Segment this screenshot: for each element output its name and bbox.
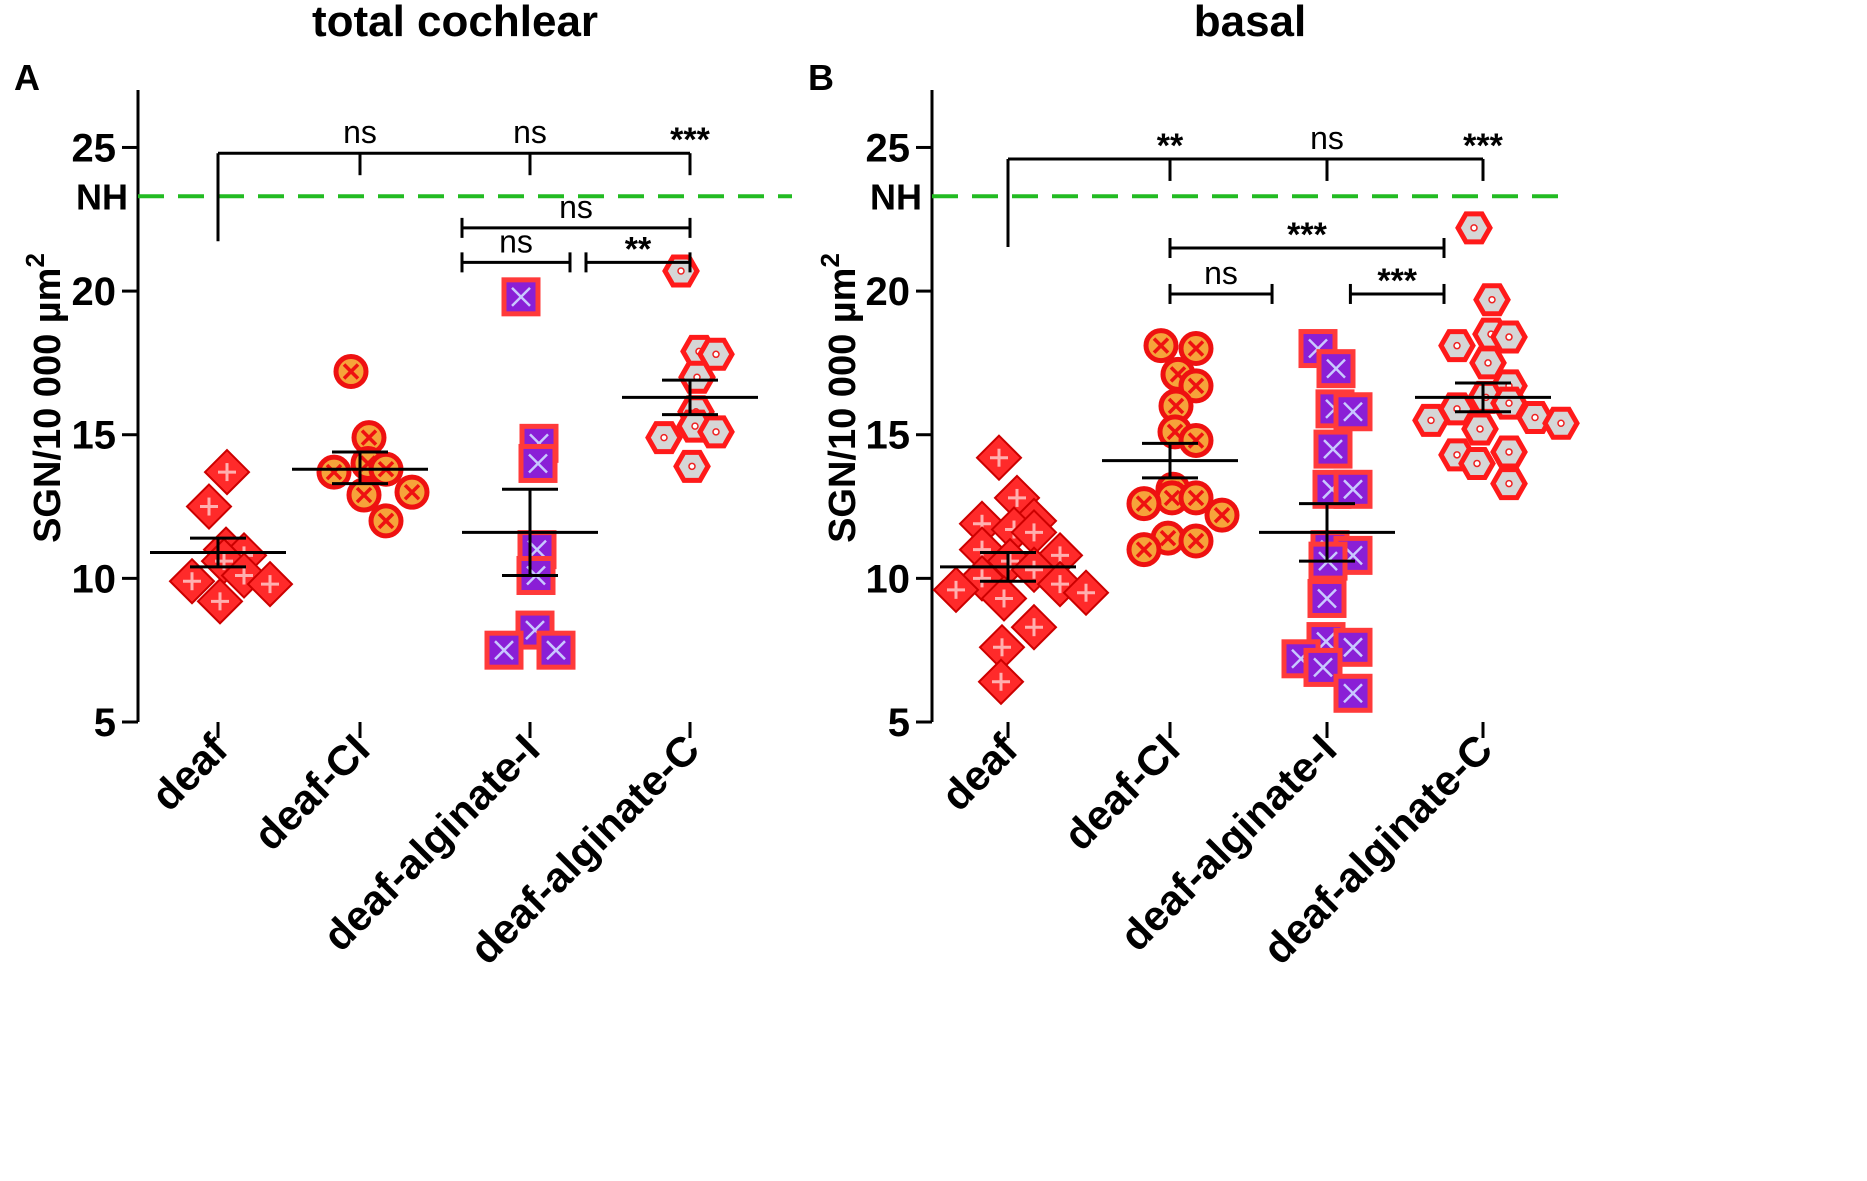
y-tick-label: 25 [866, 126, 911, 170]
data-point [700, 418, 732, 446]
reference-line-label: NH [76, 176, 128, 217]
chart-title: total cochlear [312, 0, 598, 46]
x-tick-label: deaf [142, 724, 237, 819]
data-point [504, 280, 538, 314]
data-point [1545, 409, 1577, 437]
data-point [975, 434, 1023, 482]
significance-label: *** [1463, 127, 1503, 165]
data-point [1146, 331, 1176, 361]
y-tick-label: 5 [94, 701, 116, 745]
significance-label: ns [499, 223, 533, 259]
data-point [1181, 425, 1211, 455]
data-point [1458, 214, 1490, 242]
data-point [1319, 352, 1353, 386]
data-point [397, 477, 427, 507]
data-point [1129, 535, 1159, 565]
y-tick-label: 25 [72, 126, 117, 170]
significance-label: ns [559, 189, 593, 225]
significance-label: *** [670, 121, 710, 159]
data-point [1336, 395, 1370, 429]
data-point [539, 633, 573, 667]
y-axis-label: SGN/10 000 µm2 [815, 253, 864, 543]
panel-label: A [14, 57, 40, 98]
data-point [977, 658, 1025, 706]
significance-label: ns [513, 114, 547, 150]
significance-label: *** [1287, 216, 1327, 254]
data-point [371, 506, 401, 536]
y-tick-label: 20 [866, 270, 911, 314]
data-point [1493, 470, 1525, 498]
chart-title: basal [1194, 0, 1307, 46]
y-tick-label: 15 [866, 414, 911, 458]
data-point [1129, 489, 1159, 519]
data-point [1415, 406, 1447, 434]
data-point [336, 357, 366, 387]
data-point [1336, 472, 1370, 506]
panel-label: B [808, 57, 834, 98]
data-point [1493, 323, 1525, 351]
data-point [1336, 676, 1370, 710]
significance-label: ns [1204, 255, 1238, 291]
significance-label: ns [1310, 120, 1344, 156]
data-point [1461, 449, 1493, 477]
data-point [676, 452, 708, 480]
panel-b: basal B SGN/10 000 µm2 5 10 15 20 25 NH deaf de… [808, 0, 1577, 973]
data-point [1441, 332, 1473, 360]
data-point [681, 363, 713, 391]
data-point [521, 446, 555, 480]
y-tick-label: 20 [72, 270, 117, 314]
y-tick-label: 10 [72, 557, 117, 601]
data-point [1181, 526, 1211, 556]
x-tick-label: deaf [932, 724, 1027, 819]
reference-line-label: NH [870, 176, 922, 217]
significance-label: ** [625, 230, 652, 268]
y-tick-label: 5 [888, 701, 910, 745]
data-point [648, 424, 680, 452]
data-point [1316, 432, 1350, 466]
data-point [1476, 286, 1508, 314]
data-point [1464, 415, 1496, 443]
data-point [487, 633, 521, 667]
x-tick-label: deaf-CI [1054, 725, 1188, 859]
significance-label: ** [1157, 127, 1184, 165]
data-point [1493, 438, 1525, 466]
x-tick-label: deaf-CI [244, 725, 378, 859]
y-tick-label: 10 [866, 557, 911, 601]
panel-a: total cochlear A SGN/10 000 µm2 5 10 15 20 2… [14, 0, 792, 973]
significance-label: *** [1377, 262, 1417, 300]
y-tick-label: 15 [72, 414, 117, 458]
data-point [1310, 581, 1344, 615]
data-point [1207, 500, 1237, 530]
y-axis-label: SGN/10 000 µm2 [20, 253, 69, 543]
significance-label: ns [343, 114, 377, 150]
